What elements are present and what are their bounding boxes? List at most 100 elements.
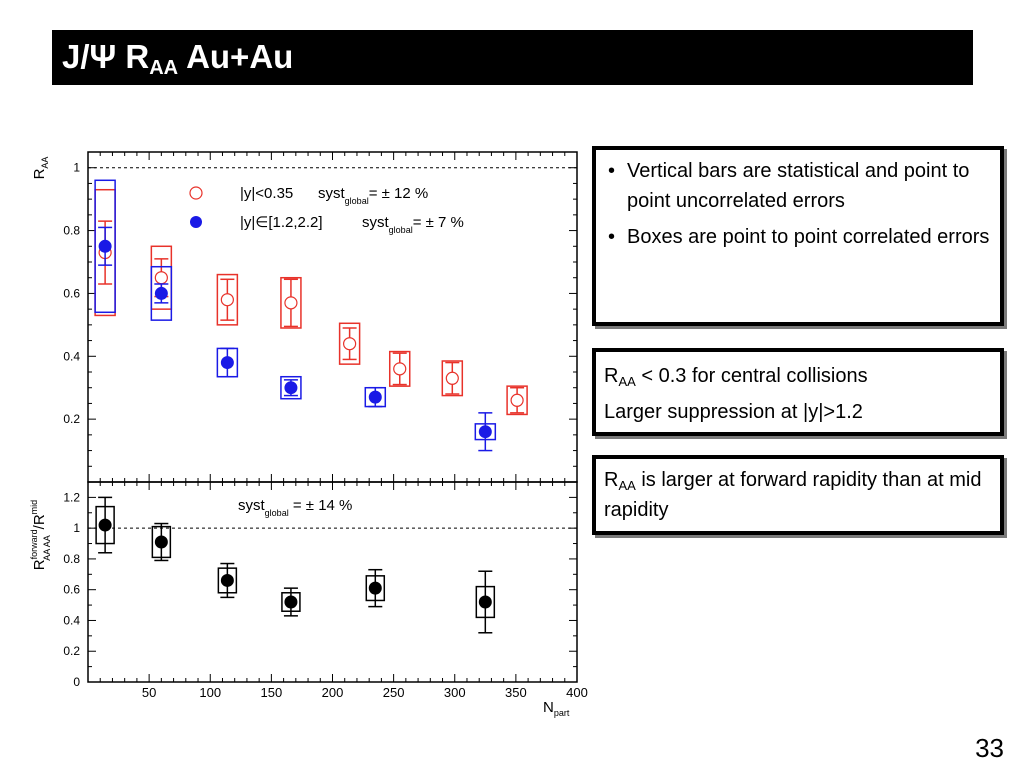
ratio-marker-filled-circle [154,535,168,549]
forward-rapidity-syst-box [280,375,302,400]
legend-mid-rapidity-label: |y|<0.35 [240,185,293,202]
legend-mid-rapidity-label-part-0: |y|<0.35 [240,185,293,202]
mid-rapidity-point-7 [506,385,528,416]
forward-rapidity-point-1 [150,265,173,321]
x-tick-label-part-0: 50 [142,685,156,700]
top-y-tick-label-part-0: 1 [73,161,80,175]
x-tick-label-part-0: 250 [383,685,405,700]
mid-rapidity-point-2 [216,273,239,326]
x-tick-label: 250 [383,685,405,700]
legend-mid-rapidity-marker [189,186,203,200]
title-prefix: J/Ψ R [62,38,150,75]
forward-rapidity-marker-filled-circle [98,239,112,253]
x-tick-label-part-0: 350 [505,685,527,700]
errors-explanation-box: Vertical bars are statistical and point … [592,146,1004,326]
x-tick-label: 100 [199,685,221,700]
errors-bullet-list: Vertical bars are statistical and point … [606,156,992,252]
bottom-y-tick-label: 1.2 [63,490,80,504]
bottom-y-tick-label-part-0: 0.4 [63,613,80,627]
top-y-axis-label: RAA [31,157,50,180]
top-y-tick-label: 1 [73,161,80,175]
forward-rapidity-point-0 [94,179,116,314]
mid-rapidity-point-4 [338,322,361,365]
raa-chart: 0.2 0.4 0.6 0.8 1 0 0.2 0.4 0.6 0.8 1 1.2 50 100 150 20… [29,151,588,718]
legend-forward-rapidity-label-part-0: |y|∈[1.2,2.2] [240,214,323,231]
bottom-y-tick-label: 0 [73,675,80,689]
x-tick-label-part-0: 150 [261,685,283,700]
x-tick-label: 300 [444,685,466,700]
legend-forward-rapidity-marker [190,216,202,228]
forward-rapidity-marker-filled-circle [284,381,298,395]
ratio-marker-filled-circle [368,581,382,595]
forward-rapidity-point-3 [280,375,302,400]
central-collisions-line: RAA < 0.3 for central collisions [604,358,992,394]
forward-rapidity-marker-filled-circle [220,356,234,370]
x-tick-label: 150 [261,685,283,700]
central-collisions-text: < 0.3 for central collisions [635,365,868,387]
mid-rapidity-point-6 [441,360,464,397]
bottom-y-tick-label-part-0: 0.6 [63,583,80,597]
bottom-y-tick-label-part-0: 0.8 [63,552,80,566]
forward-rapidity-point-5 [474,412,497,452]
title-bar: J/Ψ RAA Au+Au [52,30,973,85]
mid-rapidity-marker-open-circle [510,393,524,407]
mid-rapidity-marker-open-circle [220,293,234,307]
ratio-marker-filled-circle [478,595,492,609]
top-y-tick-label-part-0: 0.4 [63,349,80,363]
bullet-correlated-errors: Boxes are point to point correlated erro… [606,222,992,252]
bottom-y-axis-label-subs-part-0: AA [42,549,52,561]
x-axis-label-part-0: N [543,699,554,716]
top-y-axis-label-part-1: AA [40,157,50,169]
forward-rapidity-marker-filled-circle [154,286,168,300]
raa-subscript: AA [618,374,636,389]
bottom-y-axis-label-subs-part-2: AA [42,535,52,547]
forward-rapidity-marker-filled-circle [478,425,492,439]
x-tick-label: 200 [322,685,344,700]
forward-rapidity-text: is larger at forward rapidity than at mi… [604,469,982,521]
ratio-point-0 [95,496,115,554]
ratio-point-3 [281,587,301,617]
bottom-syst-annotation-part-2: = ± 14 % [289,497,353,514]
bottom-y-tick-label: 0.2 [63,644,80,658]
bottom-y-tick-label-part-0: 0 [73,675,80,689]
x-axis-label: Npart [543,699,570,718]
larger-suppression-line: Larger suppression at |y|>1.2 [604,401,863,423]
mid-rapidity-marker-open-circle [445,371,459,385]
bottom-y-tick-label-part-0: 1 [73,521,80,535]
forward-rapidity-marker-filled-circle [368,390,382,404]
x-tick-label-part-0: 400 [566,685,588,700]
raa-symbol: R [604,469,619,491]
mid-rapidity-syst-box [280,276,302,329]
legend-mid-rapidity-syst-part-2: = ± 12 % [369,185,429,202]
ratio-point-4 [365,568,386,608]
raa-subscript: AA [618,478,636,493]
top-y-tick-label-part-0: 0.2 [63,412,80,426]
x-tick-label: 350 [505,685,527,700]
x-tick-label: 50 [142,685,156,700]
bottom-y-tick-label: 0.4 [63,613,80,627]
raa-symbol: R [604,365,619,387]
top-y-tick-label: 0.4 [63,349,80,363]
top-y-tick-label-part-0: 0.6 [63,286,80,300]
legend-forward-rapidity-syst: systglobal= ± 7 % [362,214,464,235]
ratio-point-5 [475,570,496,634]
x-tick-label-part-0: 200 [322,685,344,700]
forward-rapidity-syst-box [94,179,116,314]
mid-rapidity-marker-open-circle [343,337,357,351]
bottom-syst-annotation-part-0: syst [238,497,266,514]
bottom-syst-annotation: systglobal = ± 14 % [238,497,352,518]
mid-rapidity-syst-box [441,360,464,397]
mid-rapidity-marker-open-circle [393,362,407,376]
ratio-marker-filled-circle [98,518,112,532]
bottom-y-tick-label: 1 [73,521,80,535]
top-y-tick-label-part-0: 0.8 [63,224,80,238]
mid-rapidity-syst-box [388,350,411,387]
forward-rapidity-point-4 [364,386,387,408]
top-y-tick-label: 0.2 [63,412,80,426]
bottom-y-axis-label-part-0: R [31,559,48,570]
bullet-statistical-errors: Vertical bars are statistical and point … [606,156,992,216]
ratio-point-1 [151,522,172,562]
bottom-y-axis-label: Rforward/Rmid [29,500,48,570]
top-y-axis-label-part-0: R [31,168,48,179]
mid-rapidity-point-5 [388,350,411,387]
